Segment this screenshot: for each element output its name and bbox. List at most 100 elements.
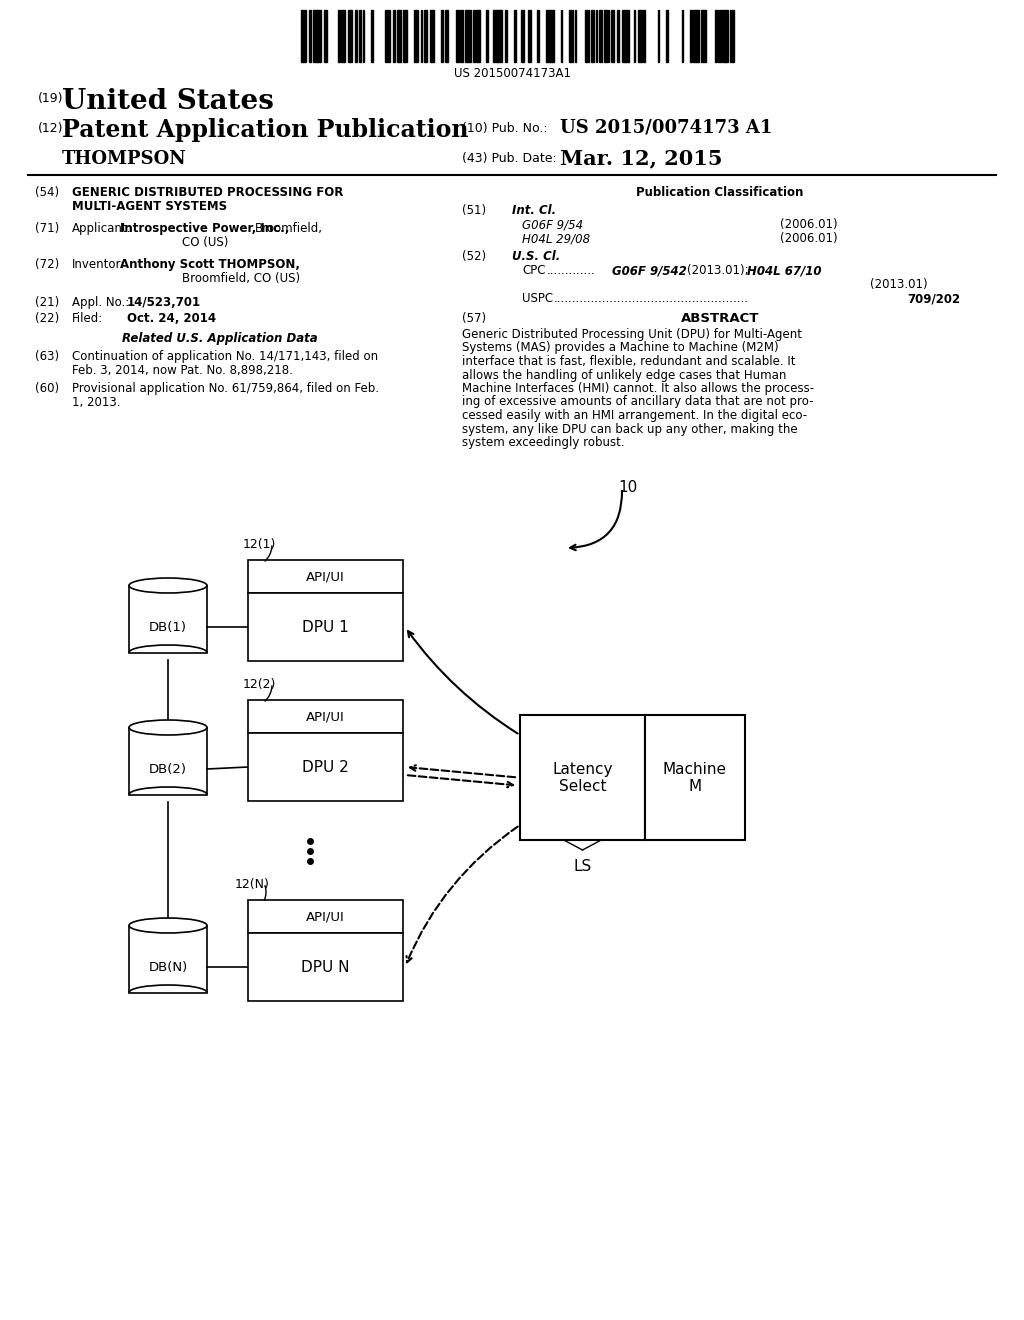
Text: 12(2): 12(2) (243, 678, 276, 690)
Text: Feb. 3, 2014, now Pat. No. 8,898,218.: Feb. 3, 2014, now Pat. No. 8,898,218. (72, 364, 293, 378)
Bar (528, 11, 531, 62)
Text: U.S. Cl.: U.S. Cl. (512, 249, 560, 263)
Text: (2006.01): (2006.01) (780, 232, 838, 246)
Bar (520, 715, 645, 840)
Text: DPU N: DPU N (301, 960, 350, 974)
Text: 1, 2013.: 1, 2013. (72, 396, 121, 409)
Bar (359, 11, 361, 62)
Text: Broomfield, CO (US): Broomfield, CO (US) (182, 272, 300, 285)
Ellipse shape (129, 917, 207, 933)
Text: API/UI: API/UI (306, 710, 345, 723)
Text: 10: 10 (618, 480, 637, 495)
Text: Machine: Machine (663, 762, 727, 777)
Text: (63): (63) (35, 350, 59, 363)
Text: Related U.S. Application Data: Related U.S. Application Data (122, 333, 317, 345)
Text: cessed easily with an HMI arrangement. In the digital eco-: cessed easily with an HMI arrangement. I… (462, 409, 807, 422)
Text: H04L 29/08: H04L 29/08 (522, 232, 590, 246)
Bar (498, 11, 502, 62)
Bar (309, 11, 311, 62)
Text: system exceedingly robust.: system exceedingly robust. (462, 436, 625, 449)
Bar (324, 11, 327, 62)
Text: (72): (72) (35, 257, 59, 271)
Text: DPU 1: DPU 1 (302, 619, 349, 635)
Bar (569, 11, 573, 62)
Bar (546, 11, 548, 62)
Bar (718, 11, 721, 62)
Text: (60): (60) (35, 381, 59, 395)
Bar (129, 586, 207, 652)
Text: US 2015/0074173 A1: US 2015/0074173 A1 (560, 117, 772, 136)
Text: 14/523,701: 14/523,701 (127, 296, 201, 309)
Text: MULTI-AGENT SYSTEMS: MULTI-AGENT SYSTEMS (72, 201, 227, 213)
Text: 12(N): 12(N) (234, 878, 270, 891)
Text: Patent Application Publication: Patent Application Publication (62, 117, 469, 143)
Text: Systems (MAS) provides a Machine to Machine (M2M): Systems (MAS) provides a Machine to Mach… (462, 342, 778, 355)
Bar (521, 11, 524, 62)
Bar (399, 11, 401, 62)
Bar (430, 11, 434, 62)
Text: Filed:: Filed: (72, 312, 103, 325)
Bar (460, 11, 463, 62)
Bar (552, 11, 554, 62)
Text: DB(N): DB(N) (148, 961, 187, 974)
Text: Publication Classification: Publication Classification (636, 186, 804, 199)
Bar (248, 733, 403, 801)
Bar (643, 11, 645, 62)
Bar (303, 11, 306, 62)
Bar (690, 11, 692, 62)
Bar (493, 11, 497, 62)
Text: CPC: CPC (522, 264, 546, 277)
Bar (424, 11, 427, 62)
Bar (599, 11, 602, 62)
Bar (715, 11, 717, 62)
Bar (387, 11, 390, 62)
Bar (414, 11, 418, 62)
Bar (604, 11, 607, 62)
Bar (355, 11, 357, 62)
Text: Applicant:: Applicant: (72, 222, 132, 235)
Bar (611, 11, 614, 62)
Text: (2006.01): (2006.01) (780, 218, 838, 231)
Bar (397, 11, 399, 62)
Bar (638, 11, 642, 62)
Text: DB(1): DB(1) (150, 620, 187, 634)
Text: USPC: USPC (522, 292, 553, 305)
Bar (476, 11, 480, 62)
Bar (622, 11, 626, 62)
Bar (248, 933, 403, 1001)
Text: Mar. 12, 2015: Mar. 12, 2015 (560, 148, 723, 168)
Bar (348, 11, 352, 62)
Bar (393, 11, 395, 62)
Text: DB(2): DB(2) (150, 763, 187, 776)
Text: (21): (21) (35, 296, 59, 309)
Ellipse shape (129, 578, 207, 593)
Bar (338, 11, 340, 62)
Bar (505, 11, 507, 62)
Bar (548, 11, 552, 62)
Bar (301, 11, 303, 62)
Bar (248, 700, 403, 733)
Text: (19): (19) (38, 92, 63, 106)
Ellipse shape (129, 719, 207, 735)
Bar (341, 11, 345, 62)
Text: M: M (688, 779, 701, 795)
Text: API/UI: API/UI (306, 909, 345, 923)
Bar (467, 11, 471, 62)
Bar (537, 11, 539, 62)
Text: Inventor:: Inventor: (72, 257, 125, 271)
Bar (403, 11, 407, 62)
Text: (2013.01);: (2013.01); (687, 264, 749, 277)
Bar (626, 11, 629, 62)
Bar (645, 715, 745, 840)
Bar (129, 925, 207, 993)
Text: 709/202: 709/202 (907, 292, 961, 305)
Text: Machine Interfaces (HMI) cannot. It also allows the process-: Machine Interfaces (HMI) cannot. It also… (462, 381, 814, 395)
Text: US 20150074173A1: US 20150074173A1 (454, 67, 570, 81)
Text: GENERIC DISTRIBUTED PROCESSING FOR: GENERIC DISTRIBUTED PROCESSING FOR (72, 186, 343, 199)
Text: THOMPSON: THOMPSON (62, 150, 186, 168)
Text: (71): (71) (35, 222, 59, 235)
Text: Select: Select (559, 779, 606, 795)
Text: (52): (52) (462, 249, 486, 263)
Bar (666, 11, 668, 62)
Bar (313, 11, 317, 62)
